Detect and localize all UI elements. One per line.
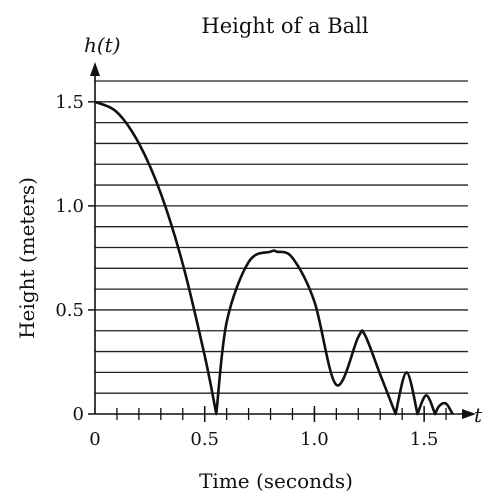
height-curve: [94, 100, 454, 416]
y-axis-arrow: [90, 62, 100, 76]
chart-title: Height of a Ball: [201, 14, 368, 38]
y-tick-label: 0.5: [55, 300, 84, 321]
series: [94, 100, 454, 416]
y-tick-label: 1.5: [55, 92, 84, 113]
y-axis-variable: h(t): [84, 33, 121, 57]
x-tick-label: 1.5: [410, 429, 439, 450]
ticks: 0 0.5 1.0 1.5 0 0.5 1.0 1.5: [55, 92, 447, 450]
x-axis-arrow: [462, 409, 476, 419]
x-tick-label: 0.5: [190, 429, 219, 450]
x-tick-label: 0: [89, 429, 100, 450]
x-axis-variable: t: [474, 403, 483, 427]
x-axis-label: Time (seconds): [199, 469, 353, 493]
axes: [90, 62, 476, 419]
y-tick-label: 1.0: [55, 196, 84, 217]
y-tick-label: 0: [73, 404, 84, 425]
grid: [95, 80, 468, 394]
x-tick-label: 1.0: [300, 429, 329, 450]
y-axis-label: Height (meters): [15, 177, 39, 339]
